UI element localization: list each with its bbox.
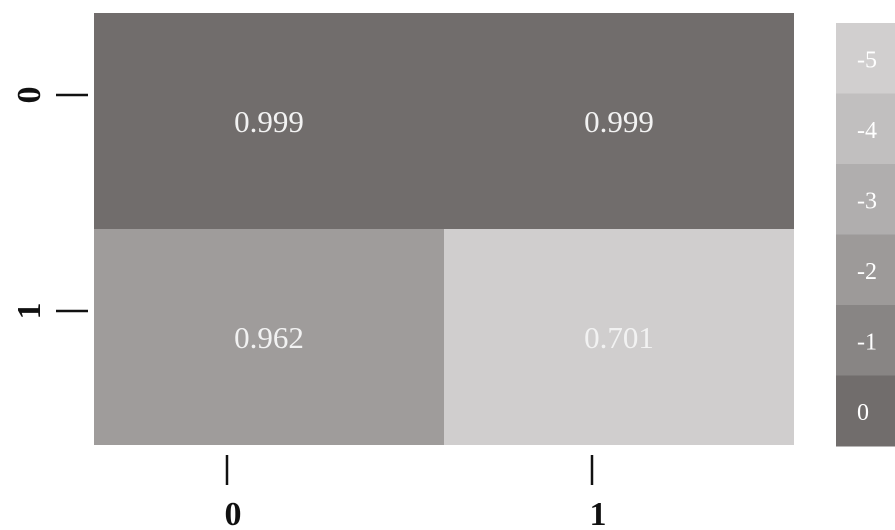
heatmap-cell-1-1 — [444, 229, 794, 445]
heatmap-cell-0-0 — [94, 13, 444, 229]
cell-value-label: 0.701 — [584, 320, 654, 355]
y-tick-label: 1 — [11, 303, 48, 320]
colorbar-segment — [836, 234, 895, 306]
colorbar-segment — [836, 375, 895, 447]
colorbar-segment — [836, 305, 895, 376]
x-tick-label: 0 — [225, 496, 242, 530]
heatmap-cell-1-0 — [94, 229, 444, 445]
cell-value-label: 0.999 — [234, 104, 304, 139]
y-tick-label: 0 — [11, 87, 48, 104]
colorbar-segment — [836, 164, 895, 235]
colorbar-tick-label: -3 — [857, 188, 877, 214]
colorbar-tick-label: -5 — [857, 47, 877, 73]
heatmap-cells: 0.999 0.999 0.962 0.701 — [94, 13, 794, 445]
colorbar-tick-label: -4 — [857, 118, 877, 144]
colorbar: -5 -4 -3 -2 -1 0 — [836, 23, 895, 447]
cell-value-label: 0.999 — [584, 104, 654, 139]
x-tick-label: 1 — [590, 496, 607, 530]
colorbar-tick-label: -1 — [857, 329, 877, 355]
y-axis: 01 — [11, 87, 88, 320]
colorbar-tick-label: -2 — [857, 259, 877, 285]
colorbar-segment — [836, 93, 895, 165]
colorbar-tick-label: 0 — [857, 400, 869, 426]
cell-value-label: 0.962 — [234, 320, 304, 355]
heatmap-cell-0-1 — [444, 13, 794, 229]
colorbar-segment — [836, 23, 895, 94]
